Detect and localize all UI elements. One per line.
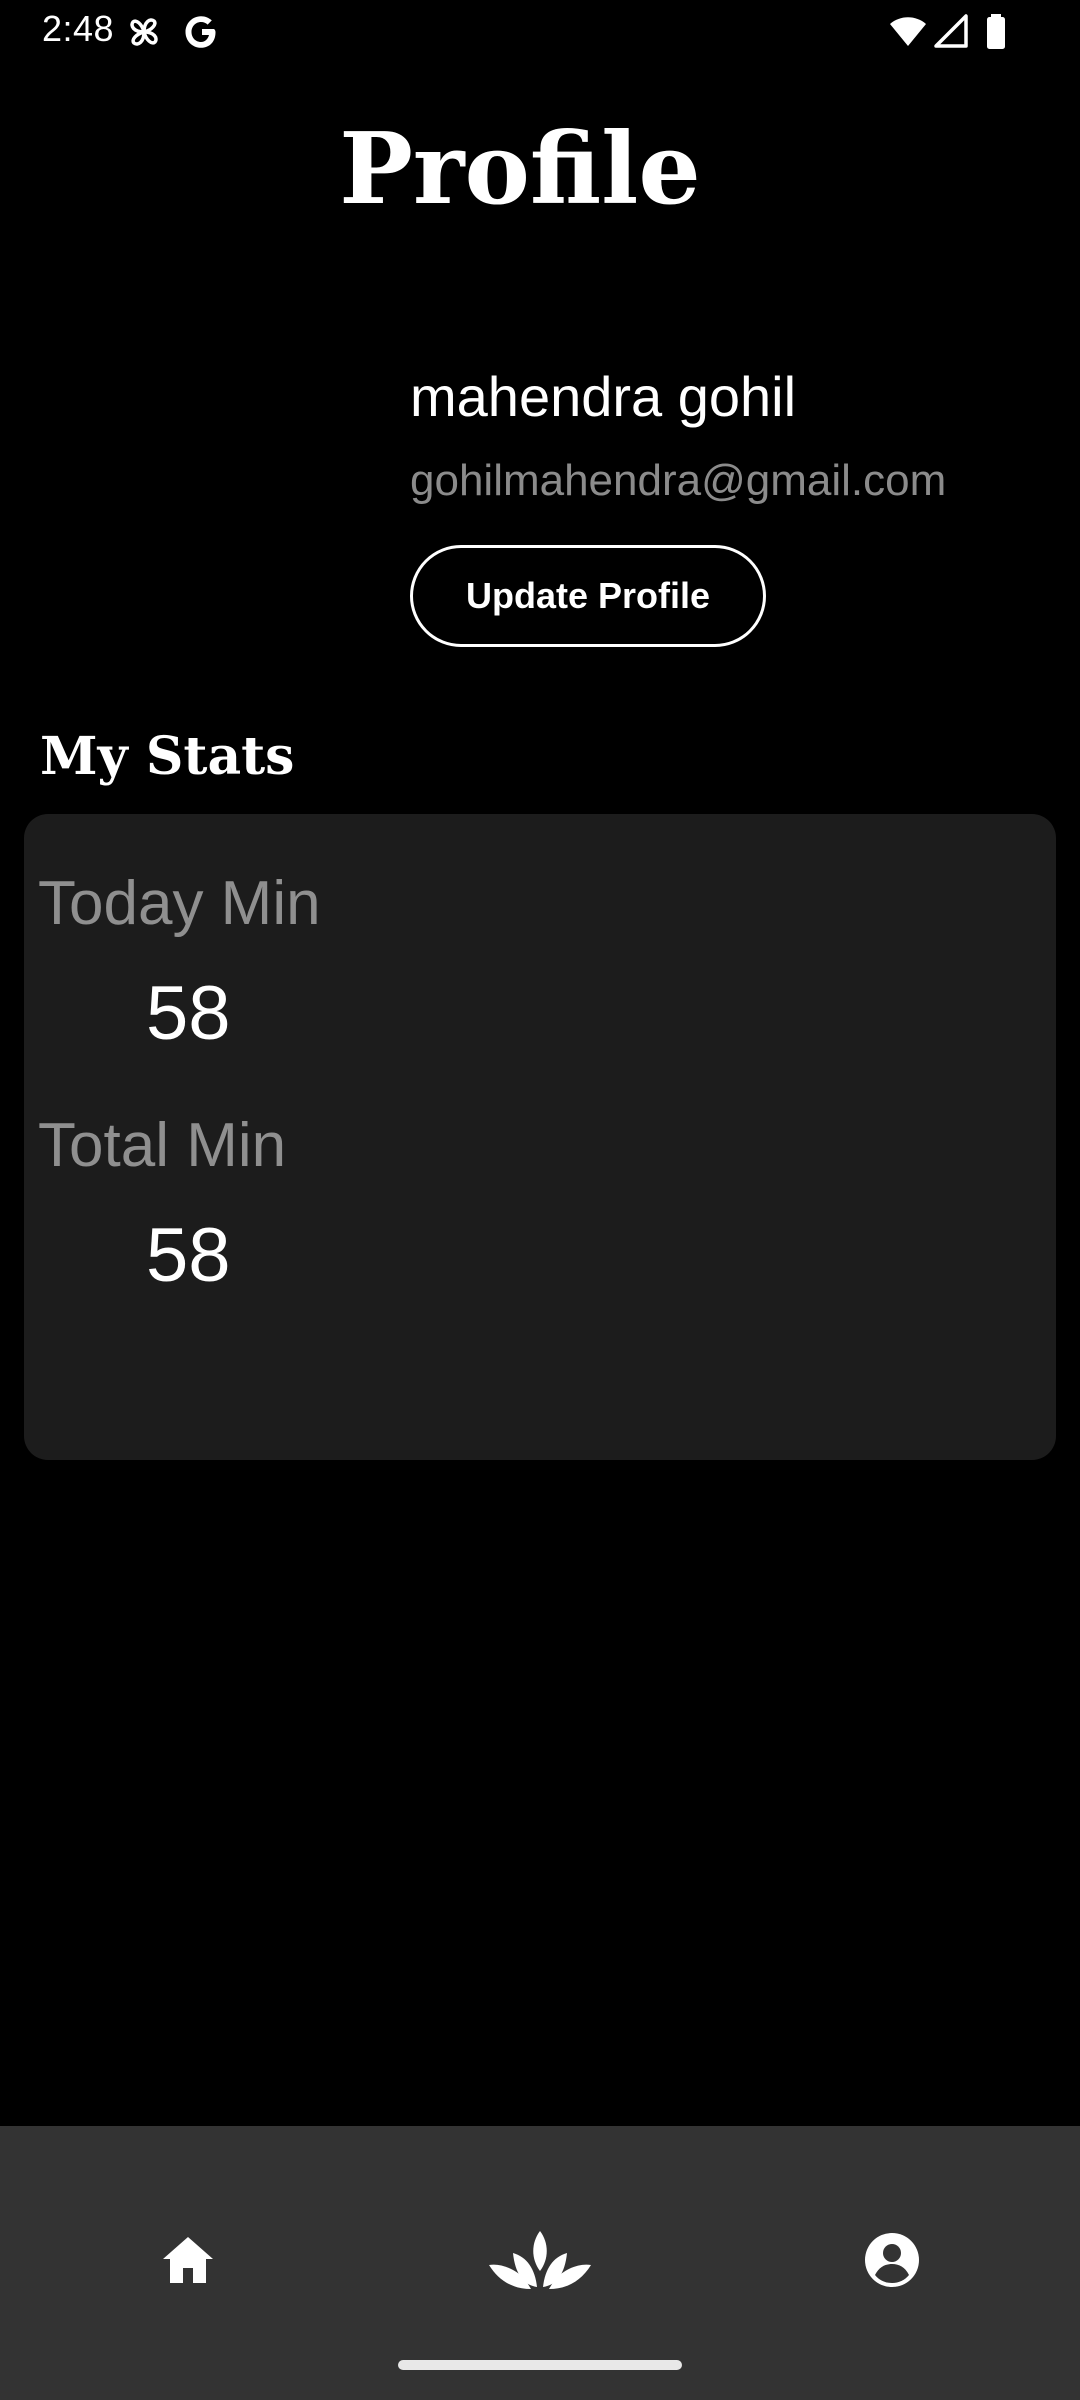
gesture-bar bbox=[398, 2360, 682, 2370]
page-title: Profile bbox=[339, 112, 701, 227]
today-min-value: 58 bbox=[146, 971, 231, 1056]
today-min-label: Today Min bbox=[38, 869, 321, 938]
pinwheel-icon bbox=[124, 12, 164, 52]
user-email: gohilmahendra@gmail.com bbox=[410, 456, 947, 505]
status-time: 2:48 bbox=[42, 8, 115, 49]
battery-icon bbox=[976, 12, 1016, 52]
nav-meditate[interactable] bbox=[480, 2200, 600, 2320]
total-min-label: Total Min bbox=[38, 1111, 287, 1180]
user-name: mahendra gohil bbox=[410, 365, 797, 428]
nav-home[interactable] bbox=[128, 2200, 248, 2320]
cellular-signal-icon bbox=[932, 12, 972, 52]
update-profile-button[interactable]: Update Profile bbox=[410, 545, 766, 647]
stats-card: Today Min 58 Total Min 58 bbox=[24, 814, 1056, 1460]
google-g-icon bbox=[182, 12, 222, 52]
my-stats-title: My Stats bbox=[40, 726, 295, 787]
total-min-value: 58 bbox=[146, 1213, 231, 1298]
nav-profile[interactable] bbox=[832, 2200, 952, 2320]
home-icon bbox=[163, 2237, 213, 2283]
lotus-icon bbox=[489, 2231, 591, 2289]
wifi-icon bbox=[888, 12, 928, 52]
status-bar: 2:48 bbox=[0, 0, 1080, 64]
bottom-navigation bbox=[0, 2126, 1080, 2400]
account-icon bbox=[865, 2233, 919, 2287]
